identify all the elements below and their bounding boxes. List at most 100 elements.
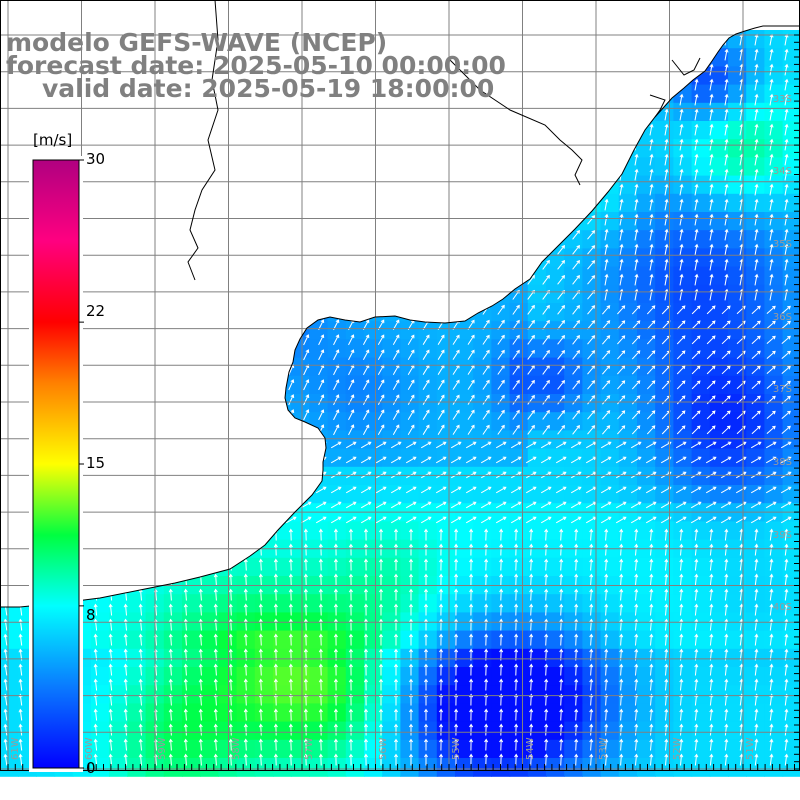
colorbar-tick-8: 8 — [86, 606, 96, 624]
wind-speed-cell — [200, 485, 219, 504]
wind-arrow — [213, 633, 218, 646]
wind-speed-cell — [782, 394, 800, 413]
wind-arrow — [512, 124, 520, 135]
wind-arrow — [273, 663, 278, 676]
wind-arrow — [724, 558, 729, 571]
wind-speed-cell — [546, 721, 565, 741]
wind-arrow — [709, 663, 714, 676]
wind-speed-cell — [600, 284, 620, 304]
wind-speed-cell — [400, 394, 420, 413]
wind-arrow — [377, 349, 385, 361]
wind-arrow — [542, 304, 550, 315]
wind-arrow — [105, 486, 117, 494]
wind-arrow — [694, 708, 699, 721]
wind-arrow — [574, 753, 579, 766]
wind-speed-cell — [527, 557, 547, 577]
wind-speed-cell — [309, 121, 329, 140]
wind-speed-cell — [673, 685, 693, 704]
wind-arrow — [634, 168, 639, 181]
wind-arrow — [330, 501, 342, 509]
wind-arrow — [649, 63, 654, 76]
wind-arrow — [527, 154, 535, 165]
wind-speed-cell — [618, 703, 638, 723]
wind-arrow — [604, 33, 609, 46]
wind-arrow — [363, 573, 369, 586]
wind-arrow — [557, 259, 565, 270]
wind-speed-cell — [782, 321, 800, 340]
wind-speed-cell — [327, 266, 347, 286]
wind-speed-cell — [418, 193, 438, 213]
wind-speed-cell — [691, 212, 711, 231]
wind-arrow — [694, 618, 699, 631]
wind-arrow — [600, 501, 612, 509]
wind-speed-cell — [400, 357, 420, 377]
wind-speed-cell — [637, 466, 656, 486]
wind-speed-cell — [364, 284, 383, 304]
wind-speed-cell — [655, 630, 674, 650]
wind-arrow — [602, 410, 611, 420]
wind-arrow — [392, 199, 400, 211]
wind-arrow — [512, 199, 520, 210]
wind-speed-cell — [327, 594, 347, 613]
wind-arrow — [694, 738, 699, 751]
wind-arrow — [454, 708, 459, 721]
wind-arrow — [18, 723, 23, 736]
wind-speed-cell — [491, 357, 511, 377]
wind-arrow — [168, 168, 174, 181]
wind-arrow — [318, 663, 323, 676]
wind-arrow — [120, 441, 132, 449]
wind-speed-cell — [637, 557, 656, 577]
wind-speed-cell — [364, 121, 383, 140]
wind-speed-cell — [782, 594, 800, 613]
wind-arrow — [243, 109, 250, 121]
wind-speed-cell — [218, 375, 238, 395]
wind-arrow — [452, 334, 460, 345]
wind-arrow — [228, 349, 235, 361]
wind-speed-cell — [254, 303, 274, 322]
wind-speed-cell — [109, 357, 128, 377]
wind-speed-cell — [309, 557, 329, 577]
wind-arrow — [108, 633, 113, 646]
wind-speed-cell — [327, 121, 347, 140]
wind-arrow — [709, 258, 714, 271]
wind-arrow — [750, 501, 762, 509]
wind-speed-cell — [728, 175, 747, 195]
wind-arrow — [437, 259, 445, 270]
wind-arrow — [766, 305, 776, 314]
wind-speed-cell — [382, 685, 401, 704]
wind-arrow — [484, 678, 489, 691]
wind-arrow — [303, 633, 308, 646]
wind-speed-cell — [655, 30, 674, 49]
wind-speed-cell — [418, 703, 438, 723]
wind-arrow — [392, 214, 400, 226]
wind-arrow — [360, 441, 372, 449]
wind-arrow — [469, 693, 474, 706]
wind-speed-cell — [163, 139, 183, 158]
wind-speed-cell — [600, 30, 620, 49]
wind-arrow — [213, 603, 218, 616]
wind-arrow — [405, 516, 417, 524]
wind-speed-cell — [655, 284, 674, 304]
wind-arrow — [3, 633, 8, 646]
wind-arrow — [273, 603, 278, 616]
wind-speed-cell — [163, 339, 183, 359]
wind-arrow — [784, 243, 789, 256]
wind-arrow — [724, 618, 729, 631]
wind-arrow — [288, 663, 293, 676]
wind-speed-cell — [746, 357, 765, 377]
latitude-label: 40S — [773, 602, 792, 613]
wind-speed-cell — [218, 648, 238, 668]
colorbar — [32, 159, 80, 769]
wind-speed-cell — [382, 412, 401, 431]
wind-arrow — [512, 229, 520, 240]
wind-arrow — [124, 228, 129, 241]
wind-arrow — [452, 409, 460, 420]
wind-speed-cell — [400, 739, 420, 759]
wind-arrow — [407, 379, 415, 390]
wind-speed-cell — [436, 193, 456, 213]
wind-speed-cell — [0, 230, 19, 249]
wind-speed-cell — [382, 139, 401, 158]
wind-speed-cell — [291, 139, 310, 158]
wind-arrow — [602, 425, 611, 435]
wind-arrow — [213, 528, 218, 541]
